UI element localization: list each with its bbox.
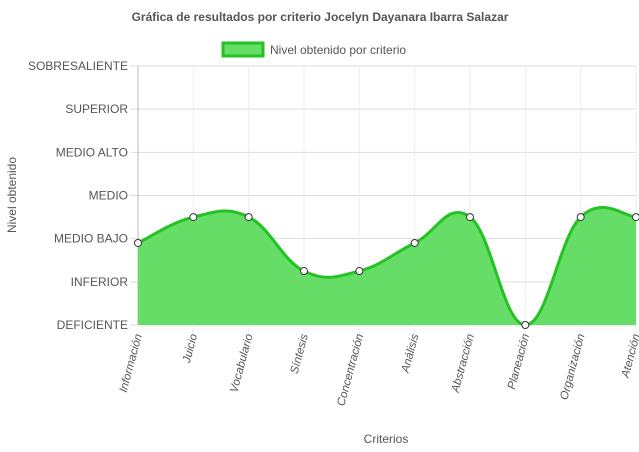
data-point[interactable] [632,213,639,222]
y-tick-label: SUPERIOR [65,102,128,116]
y-tick-label: DEFICIENTE [57,318,128,332]
x-tick-label: Información [118,333,145,394]
data-points[interactable] [134,213,639,329]
x-tick-label: Planeación [506,333,532,391]
x-tick-label: Análisis [399,332,421,375]
legend-label: Nivel obtenido por criterio [270,43,406,57]
data-area [137,205,637,327]
x-tick-label: Juicio [181,332,201,365]
legend-swatch [221,41,265,58]
legend[interactable]: Nivel obtenido por criterio [221,41,406,58]
y-axis-title: Nivel obtenido [5,157,19,233]
chart-title: Gráfica de resultados por criterio Jocel… [132,10,509,24]
y-tick-label: MEDIO BAJO [54,232,128,246]
y-tick-label: MEDIO [89,189,128,203]
data-point[interactable] [244,213,253,222]
x-axis-ticks: Información Juicio Vocabulario Síntesis Conc… [118,332,639,407]
x-axis-title: Criterios [364,432,409,446]
data-point[interactable] [355,267,364,276]
x-tick-label: Organización [558,333,587,402]
data-point[interactable] [410,238,419,247]
y-tick-label: MEDIO ALTO [56,145,128,159]
x-tick-label: Atención [619,333,639,380]
y-axis-ticks: DEFICIENTE INFERIOR MEDIO BAJO MEDIO MEDIO A… [28,59,128,332]
data-point[interactable] [300,267,308,276]
data-point[interactable] [521,321,530,329]
series-area-fill [138,207,636,325]
data-point[interactable] [466,213,474,222]
data-point[interactable] [134,238,142,247]
x-tick-label: Concentración [335,333,366,408]
x-tick-label: Síntesis [289,332,311,375]
y-tick-label: SOBRESALIENTE [28,59,128,73]
y-tick-label: INFERIOR [71,275,129,289]
x-tick-label: Abstracción [449,333,476,395]
x-tick-label: Vocabulario [228,332,255,394]
data-point[interactable] [576,213,585,222]
data-point[interactable] [189,213,198,222]
